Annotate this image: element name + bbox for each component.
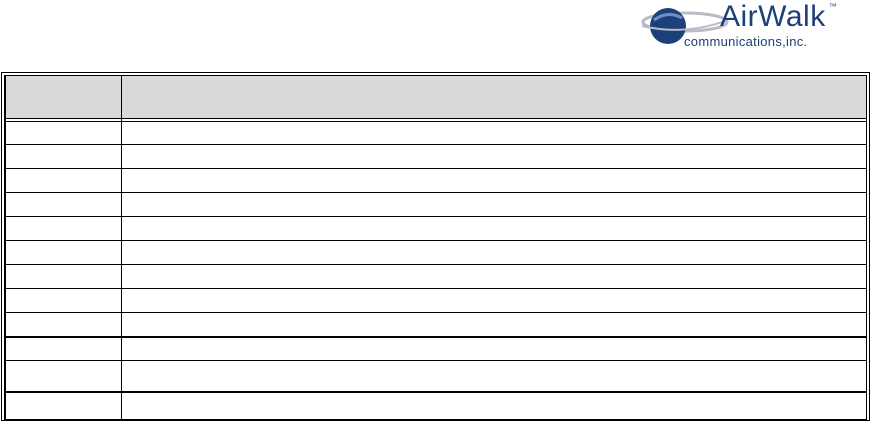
row-divider — [6, 360, 866, 361]
company-logo: AirWalk ™ communications,inc. — [640, 2, 860, 52]
table-row — [6, 192, 866, 216]
row-divider — [6, 216, 866, 217]
table-row — [6, 264, 866, 288]
row-divider — [6, 312, 866, 313]
logo-brand-row: AirWalk ™ — [720, 2, 837, 32]
table-row — [6, 240, 866, 264]
table-row — [6, 288, 866, 312]
header-double-rule — [6, 121, 866, 122]
row-divider — [6, 168, 866, 169]
data-table — [1, 72, 870, 421]
row-divider — [6, 288, 866, 289]
table-row — [6, 216, 866, 240]
globe-logo-icon — [641, 8, 729, 44]
table-row — [6, 312, 866, 336]
logo-brand: AirWalk — [720, 0, 826, 33]
row-divider — [6, 264, 866, 265]
row-divider — [6, 240, 866, 241]
table-row — [6, 391, 866, 422]
logo-subtitle: communications,inc. — [684, 34, 808, 49]
row-divider — [6, 144, 866, 145]
table-row — [6, 360, 866, 391]
row-divider — [6, 192, 866, 193]
table-row — [6, 144, 866, 168]
logo-trademark: ™ — [828, 2, 837, 11]
table-row — [6, 168, 866, 192]
row-divider — [6, 391, 866, 393]
table-header — [6, 76, 866, 119]
column-divider — [121, 76, 122, 419]
table-row — [6, 336, 866, 360]
row-divider — [6, 336, 866, 338]
table-row — [6, 120, 866, 144]
